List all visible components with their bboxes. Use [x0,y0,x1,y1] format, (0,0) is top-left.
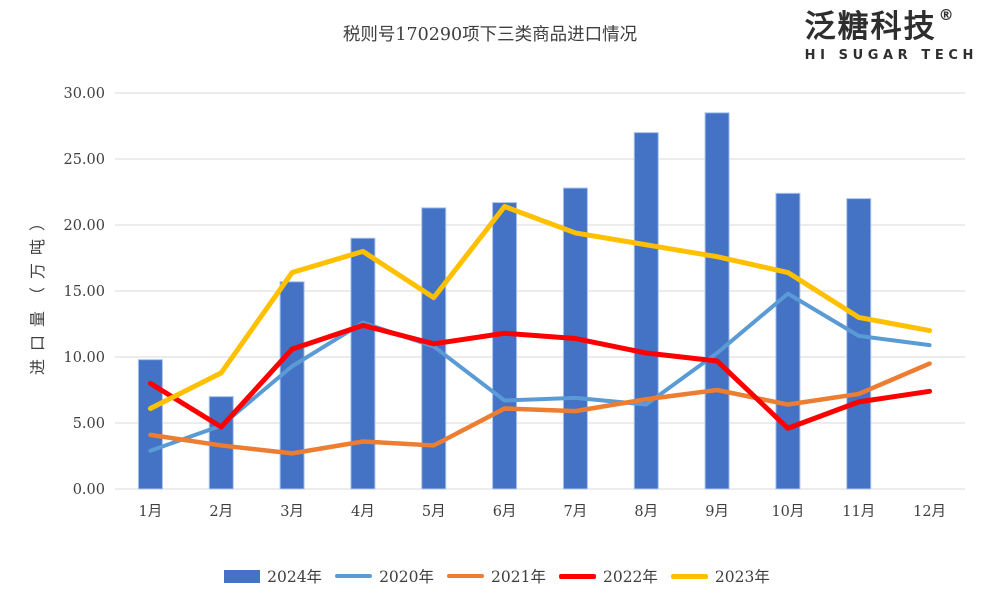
plot-area: 0.00 5.00 10.00 15.00 20.00 25.00 30.00 1月 2月 3月 4… [63,86,965,520]
legend-label: 2021年 [491,568,546,586]
legend-item-2024: 2024年 [224,565,322,587]
bar-2024年-1月 [137,359,163,490]
line-2020年 [148,291,932,453]
bar-2024年-11月 [846,198,872,490]
line-2022年 [147,322,933,431]
bar-2024年-6月 [492,202,518,490]
x-tick-label: 4月 [351,504,375,520]
chart-title: 税则号170290项下三类商品进口情况 [342,25,638,45]
legend-label: 2023年 [714,568,770,586]
legend-item-2021: 2021年 [447,565,546,587]
legend-swatch-line [558,573,596,579]
x-tick-label: 3月 [280,504,304,520]
legend-label: 2022年 [602,568,658,586]
legend-swatch-line [670,573,708,579]
legend: 2024年 2020年 2021年 2022年 2023年 [0,565,994,587]
line-2023年 [147,204,933,411]
y-tick-label: 25.00 [63,152,105,168]
x-tick-label: 9月 [705,504,729,520]
legend-item-2023: 2023年 [670,565,770,587]
x-tick-label: 12月 [913,504,946,520]
legend-swatch-line [447,573,485,579]
x-tick-label: 8月 [634,504,658,520]
bar-2024年-4月 [350,237,376,490]
x-tick-label: 2月 [209,504,233,520]
legend-item-2022: 2022年 [558,565,658,587]
line-2021年 [148,361,932,456]
x-tick-label: 7月 [564,504,588,520]
y-tick-label: 15.00 [63,284,105,300]
x-tick-label: 11月 [842,504,875,520]
y-tick-label: 30.00 [63,86,105,102]
x-tick-label: 1月 [139,504,163,520]
legend-item-2020: 2020年 [335,565,434,587]
legend-swatch-line [335,574,373,578]
x-tick-label: 5月 [422,504,446,520]
y-tick-label: 20.00 [63,218,105,234]
legend-label: 2024年 [267,568,323,586]
x-tick-label: 6月 [493,504,517,520]
y-tick-label: 0.00 [73,482,105,498]
bar-2024年-8月 [633,132,659,490]
logo-chinese-text: 泛糖科技 [804,9,937,45]
bar-2024年-9月 [704,112,730,490]
company-logo: 泛糖科技 ® HI SUGAR TECH [804,8,978,64]
bar-2024年-3月 [279,281,305,490]
bar-2024年-10月 [775,192,801,490]
legend-label: 2020年 [379,568,435,586]
y-tick-label: 5.00 [73,416,105,432]
registered-trademark-icon: ® [938,6,954,24]
y-tick-label: 10.00 [63,350,105,366]
legend-swatch-bar [224,569,261,583]
logo-english-text: HI SUGAR TECH [804,48,978,63]
x-tick-label: 10月 [771,504,804,520]
